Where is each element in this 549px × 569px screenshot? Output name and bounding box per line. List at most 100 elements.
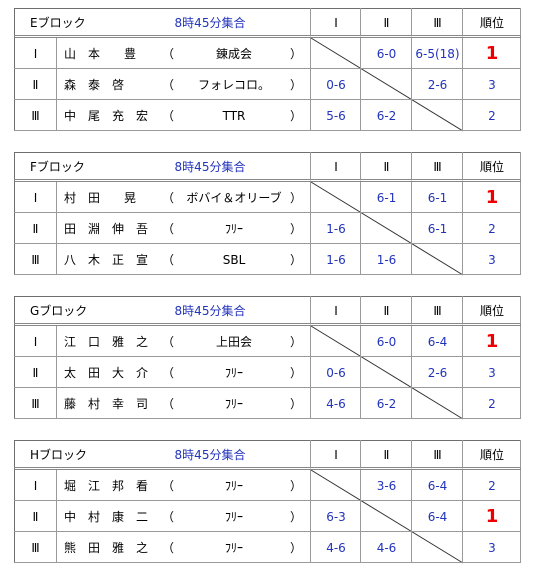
header-cell [412, 296, 463, 326]
team-name: ﾌﾘｰ [224, 221, 244, 236]
score: 0-6 [326, 365, 346, 380]
table-cell [57, 470, 311, 501]
paren-close: ） [290, 478, 303, 493]
paren-open: （ [162, 540, 175, 555]
table-cell [463, 100, 521, 131]
paren-open: （ [162, 108, 175, 123]
table-cell [311, 100, 361, 131]
rank: 3 [488, 77, 496, 92]
table-cell [57, 357, 311, 388]
paren-open: （ [162, 509, 175, 524]
block-name: Hブロック [30, 448, 88, 462]
header-cell [14, 8, 311, 38]
diagonal-line [310, 37, 464, 132]
header-cell [463, 440, 521, 470]
table-cell [361, 326, 412, 357]
score: 1-6 [326, 252, 346, 267]
rank: 2 [488, 108, 496, 123]
table-cell [463, 213, 521, 244]
player-name: 太 田 大 介 [64, 365, 149, 380]
paren-open: （ [162, 221, 175, 236]
player-name: 藤 村 幸 司 [64, 396, 149, 411]
header-cell [14, 296, 311, 326]
table-cell [412, 357, 463, 388]
row-number: Ⅰ [33, 46, 38, 61]
table-cell [463, 357, 521, 388]
table-cell [361, 532, 412, 563]
header-cell [463, 8, 521, 38]
team-name: SBL [222, 252, 246, 267]
score: 2-6 [427, 365, 448, 380]
table-cell [412, 244, 463, 275]
paren-close: ） [290, 252, 303, 267]
player-name: 堀 江 邦 看 [64, 478, 149, 493]
header-cell [361, 152, 412, 182]
player-name: 八 木 正 宣 [64, 252, 149, 267]
table-cell [311, 182, 361, 213]
score: 1-6 [326, 221, 346, 236]
paren-open: （ [162, 334, 175, 349]
table-cell [57, 532, 311, 563]
paren-open: （ [162, 252, 175, 267]
row-number: Ⅱ [32, 221, 39, 236]
header-cell [412, 440, 463, 470]
table-cell [311, 532, 361, 563]
paren-close: ） [290, 540, 303, 555]
header-cell [463, 296, 521, 326]
table-cell [311, 38, 361, 69]
rank: 3 [488, 252, 496, 267]
table-cell [412, 501, 463, 532]
table-cell [412, 182, 463, 213]
row-number: Ⅱ [32, 365, 39, 380]
player-name: 熊 田 雅 之 [64, 540, 149, 555]
paren-open: （ [162, 396, 175, 411]
table-cell [14, 532, 57, 563]
column-header: 順位 [479, 304, 505, 318]
score: 6-4 [427, 509, 448, 524]
table-cell [361, 244, 412, 275]
assembly-time: 8時45分集合 [174, 16, 246, 30]
table-cell [14, 326, 57, 357]
table-cell [412, 213, 463, 244]
table-cell [311, 213, 361, 244]
row-number: Ⅰ [33, 478, 38, 493]
paren-open: （ [162, 77, 175, 92]
team-name: ﾌﾘｰ [224, 540, 244, 555]
table-cell [57, 182, 311, 213]
column-header: 順位 [479, 16, 505, 30]
diagonal-line [310, 469, 464, 564]
header-cell [412, 152, 463, 182]
team-name: フォレコロ。 [197, 77, 271, 92]
table-cell [57, 501, 311, 532]
table-cell [412, 38, 463, 69]
score: 5-6 [326, 108, 346, 123]
score: 6-3 [326, 509, 346, 524]
table-cell [361, 69, 412, 100]
table-cell [361, 182, 412, 213]
table-cell [412, 69, 463, 100]
table-cell [463, 69, 521, 100]
table-cell [361, 38, 412, 69]
column-header: Ⅱ [383, 304, 390, 318]
table-cell [311, 326, 361, 357]
rank: 1 [485, 42, 499, 64]
score: 4-6 [326, 396, 346, 411]
table-cell [57, 326, 311, 357]
team-name: ﾌﾘｰ [224, 509, 244, 524]
table-cell [412, 100, 463, 131]
table-cell [361, 357, 412, 388]
table-cell [361, 501, 412, 532]
paren-close: ） [290, 509, 303, 524]
row-number: Ⅲ [31, 252, 40, 267]
paren-close: ） [290, 396, 303, 411]
table-cell [14, 244, 57, 275]
paren-open: （ [162, 365, 175, 380]
score: 6-4 [427, 334, 448, 349]
table-cell [463, 470, 521, 501]
column-header: Ⅰ [334, 448, 338, 462]
paren-close: ） [290, 108, 303, 123]
score: 6-1 [427, 190, 448, 205]
header-cell [311, 296, 361, 326]
